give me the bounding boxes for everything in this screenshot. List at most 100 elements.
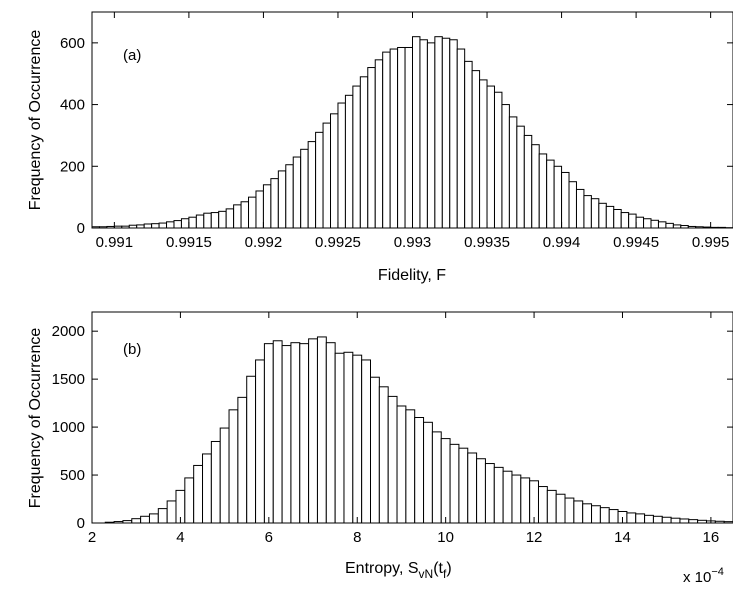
histogram-bar-a bbox=[643, 218, 652, 229]
histogram-bar-a bbox=[426, 42, 436, 229]
histogram-bar-b bbox=[582, 503, 593, 524]
histogram-bar-a bbox=[374, 59, 384, 229]
histogram-bar-a bbox=[516, 125, 525, 229]
histogram-bar-a bbox=[553, 165, 563, 229]
histogram-bar-a bbox=[590, 198, 600, 229]
histogram-bar-a bbox=[277, 170, 287, 229]
histogram-bar-a bbox=[270, 178, 279, 229]
x-tick-label-a: 0.9935 bbox=[464, 234, 510, 251]
x-tick-label-a: 0.9945 bbox=[613, 234, 659, 251]
x-axis-scale-note-b-base: x 10 bbox=[683, 569, 711, 586]
y-axis-label-b: Frequency of Occurrence bbox=[27, 328, 44, 509]
histogram-bar-a bbox=[240, 201, 250, 229]
x-axis-label-b-sub1: vN bbox=[419, 567, 434, 581]
y-tick-label-a: 400 bbox=[60, 97, 85, 114]
histogram-bar-b bbox=[131, 518, 142, 524]
histogram-bar-a bbox=[479, 79, 488, 229]
histogram-bar-b bbox=[184, 477, 195, 524]
x-axis-label-b-sub2: f bbox=[443, 567, 447, 581]
histogram-bar-b bbox=[467, 452, 478, 524]
histogram-bar-b bbox=[193, 464, 204, 524]
histogram-bar-b bbox=[263, 343, 274, 524]
histogram-bar-b bbox=[635, 513, 646, 524]
histogram-bar-a bbox=[344, 94, 354, 229]
histogram-bar-b bbox=[210, 440, 221, 524]
histogram-bar-b bbox=[511, 474, 522, 524]
x-tick-label-b: 4 bbox=[176, 529, 184, 546]
histogram-bar-a bbox=[300, 148, 309, 229]
bars-a bbox=[91, 36, 733, 229]
histogram-bar-a bbox=[203, 212, 212, 229]
histogram-bar-b bbox=[378, 386, 389, 524]
histogram-bar-b bbox=[493, 466, 504, 524]
histogram-bar-a bbox=[486, 85, 495, 229]
histogram-bar-b bbox=[423, 421, 433, 524]
histogram-bar-a bbox=[352, 85, 361, 229]
histogram-bar-b bbox=[502, 470, 513, 524]
histogram-bar-a bbox=[330, 113, 339, 229]
histogram-bar-a bbox=[225, 208, 235, 229]
y-tick-label-b: 0 bbox=[77, 515, 85, 532]
histogram-bar-b bbox=[405, 409, 416, 524]
x-tick-label-a: 0.993 bbox=[394, 234, 432, 251]
histogram-bar-a bbox=[195, 214, 205, 229]
histogram-bar-a bbox=[210, 212, 220, 229]
histogram-bar-a bbox=[441, 37, 451, 229]
histogram-bar-b bbox=[608, 509, 619, 524]
histogram-bar-b bbox=[520, 477, 531, 524]
histogram-bar-b bbox=[325, 342, 336, 524]
histogram-bar-a bbox=[389, 48, 399, 229]
histogram-bar-b bbox=[361, 359, 372, 524]
histogram-bar-a bbox=[583, 195, 592, 229]
x-tick-label-b: 8 bbox=[353, 529, 361, 546]
histogram-bar-b bbox=[308, 338, 318, 524]
histogram-bar-a bbox=[650, 219, 659, 229]
histogram-bar-a bbox=[546, 159, 555, 229]
histogram-bar-a bbox=[456, 48, 466, 229]
y-tick-label-a: 200 bbox=[60, 158, 85, 175]
histogram-bar-b bbox=[644, 514, 654, 524]
y-tick-label-b: 1000 bbox=[52, 419, 85, 436]
histogram-bar-b bbox=[396, 405, 407, 524]
histogram-bar-a bbox=[173, 220, 182, 229]
histogram-bar-a bbox=[292, 156, 302, 229]
histogram-bar-b bbox=[148, 513, 159, 524]
histogram-bar-a bbox=[404, 46, 413, 229]
histogram-bar-b bbox=[352, 354, 363, 524]
x-tick-label-b: 14 bbox=[614, 529, 631, 546]
histogram-bar-a bbox=[143, 223, 153, 229]
histogram-bar-b bbox=[219, 427, 230, 524]
plot-frame-b bbox=[91, 311, 733, 524]
histogram-bar-b bbox=[228, 409, 239, 524]
y-tick-label-b: 2000 bbox=[52, 323, 85, 340]
x-axis-scale-note-b: x 10−4 bbox=[683, 566, 724, 586]
x-axis-scale-note-b-exp: −4 bbox=[711, 566, 724, 578]
y-tick-label-a: 0 bbox=[77, 220, 85, 237]
histogram-bar-b bbox=[290, 342, 301, 524]
histogram-bar-b bbox=[370, 376, 380, 524]
histogram-bar-a bbox=[434, 36, 443, 229]
histogram-bar-a bbox=[188, 216, 197, 229]
histogram-bar-b bbox=[334, 352, 345, 524]
x-tick-label-b: 6 bbox=[265, 529, 273, 546]
histogram-bar-a bbox=[449, 39, 458, 229]
histogram-bar-a bbox=[285, 164, 294, 229]
histogram-bar-b bbox=[272, 340, 283, 524]
histogram-bar-b bbox=[537, 486, 548, 524]
x-tick-label-a: 0.9915 bbox=[166, 234, 212, 251]
histogram-bar-a bbox=[307, 141, 317, 229]
histogram-bar-b bbox=[166, 500, 177, 524]
histogram-bar-a bbox=[471, 70, 481, 229]
x-tick-label-b: 2 bbox=[88, 529, 96, 546]
histogram-bar-a bbox=[635, 216, 645, 229]
y-axis-label-a: Frequency of Occurrence bbox=[27, 30, 44, 211]
bars-b bbox=[104, 336, 733, 524]
histogram-bar-a bbox=[382, 51, 391, 229]
histogram-bar-b bbox=[688, 519, 699, 524]
x-tick-label-b: 16 bbox=[703, 529, 720, 546]
histogram-bar-a bbox=[315, 131, 324, 229]
y-tick-label-a: 600 bbox=[60, 35, 85, 52]
histogram-bar-b bbox=[546, 489, 557, 524]
histogram-bar-b bbox=[564, 497, 575, 524]
